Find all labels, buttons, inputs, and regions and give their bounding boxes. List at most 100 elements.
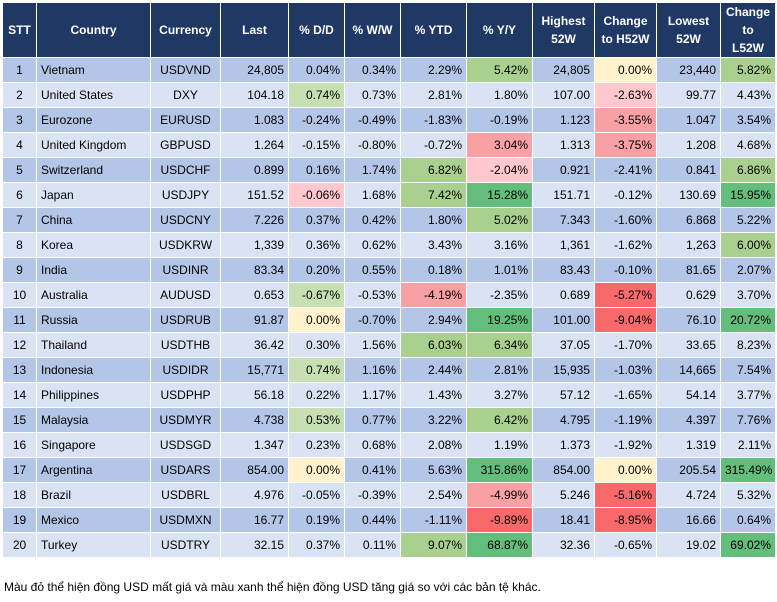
row-yy: 2.81% <box>466 357 533 383</box>
table-row: 5 Switzerland USDCHF 0.899 0.16% 1.74% 6.82% -2… <box>2 157 776 183</box>
row-stt: 12 <box>2 332 37 358</box>
row-lowest-52w: 99.77 <box>656 82 721 108</box>
row-last: 1,339 <box>220 232 289 258</box>
row-ww: -0.70% <box>344 307 401 333</box>
header-ytd: % YTD <box>400 2 467 58</box>
row-ww: -0.39% <box>344 482 401 508</box>
header-stt: STT <box>2 2 37 58</box>
row-lowest-52w: 0.629 <box>656 282 721 308</box>
row-ytd: 7.42% <box>400 182 467 208</box>
row-ytd: 2.94% <box>400 307 467 333</box>
row-highest-52w: 1.373 <box>532 432 595 458</box>
row-change-to-l52w: 3.77% <box>720 382 776 408</box>
table-row: 18 Brazil USDBRL 4.976 -0.05% -0.39% 2.54% -4.9… <box>2 482 776 508</box>
row-currency: USDRUB <box>150 307 221 333</box>
row-stt: 20 <box>2 532 37 558</box>
row-dd: 0.37% <box>288 532 345 558</box>
row-last: 15,771 <box>220 357 289 383</box>
row-last: 7.226 <box>220 207 289 233</box>
row-last: 0.653 <box>220 282 289 308</box>
row-dd: 0.22% <box>288 382 345 408</box>
row-stt: 10 <box>2 282 37 308</box>
row-yy: 6.42% <box>466 407 533 433</box>
table-row: 8 Korea USDKRW 1,339 0.36% 0.62% 3.43% 3.16% 1,3… <box>2 232 776 258</box>
table-row: 17 Argentina USDARS 854.00 0.00% 0.41% 5.63% 31… <box>2 457 776 483</box>
row-last: 854.00 <box>220 457 289 483</box>
row-change-to-h52w: -2.41% <box>594 157 657 183</box>
row-last: 83.34 <box>220 257 289 283</box>
row-highest-52w: 83.43 <box>532 257 595 283</box>
row-dd: -0.24% <box>288 107 345 133</box>
row-stt: 11 <box>2 307 37 333</box>
row-yy: 5.02% <box>466 207 533 233</box>
row-highest-52w: 101.00 <box>532 307 595 333</box>
row-lowest-52w: 205.54 <box>656 457 721 483</box>
row-ytd: 2.29% <box>400 57 467 83</box>
row-yy: -4.99% <box>466 482 533 508</box>
row-ytd: -0.72% <box>400 132 467 158</box>
row-highest-52w: 854.00 <box>532 457 595 483</box>
row-change-to-h52w: -9.04% <box>594 307 657 333</box>
row-yy: 1.19% <box>466 432 533 458</box>
table-row: 9 India USDINR 83.34 0.20% 0.55% 0.18% 1.01% 83.… <box>2 257 776 283</box>
row-change-to-h52w: -0.12% <box>594 182 657 208</box>
header-change-to-l52w: Change to L52W <box>720 2 776 58</box>
row-country: Eurozone <box>36 107 151 133</box>
row-dd: 0.00% <box>288 307 345 333</box>
row-stt: 19 <box>2 507 37 533</box>
row-stt: 7 <box>2 207 37 233</box>
row-change-to-h52w: -5.27% <box>594 282 657 308</box>
row-dd: 0.23% <box>288 432 345 458</box>
row-last: 16.77 <box>220 507 289 533</box>
row-currency: GBPUSD <box>150 132 221 158</box>
row-stt: 3 <box>2 107 37 133</box>
row-currency: USDIDR <box>150 357 221 383</box>
row-country: Malaysia <box>36 407 151 433</box>
row-change-to-h52w: -1.60% <box>594 207 657 233</box>
row-currency: DXY <box>150 82 221 108</box>
table-row: 16 Singapore USDSGD 1.347 0.23% 0.68% 2.08% 1.1… <box>2 432 776 458</box>
row-change-to-h52w: -5.16% <box>594 482 657 508</box>
row-country: Brazil <box>36 482 151 508</box>
footnote: Màu đỏ thể hiện đồng USD mất giá và màu … <box>4 580 541 594</box>
row-dd: 0.37% <box>288 207 345 233</box>
row-country: United States <box>36 82 151 108</box>
row-last: 56.18 <box>220 382 289 408</box>
header-highest-52w: Highest 52W <box>532 2 595 58</box>
table-row: 7 China USDCNY 7.226 0.37% 0.42% 1.80% 5.02% 7.3… <box>2 207 776 233</box>
row-lowest-52w: 4.397 <box>656 407 721 433</box>
row-change-to-l52w: 5.32% <box>720 482 776 508</box>
row-ww: 0.34% <box>344 57 401 83</box>
row-highest-52w: 1.313 <box>532 132 595 158</box>
row-lowest-52w: 4.724 <box>656 482 721 508</box>
row-ww: 1.56% <box>344 332 401 358</box>
row-dd: -0.67% <box>288 282 345 308</box>
row-dd: 0.36% <box>288 232 345 258</box>
row-ytd: 5.63% <box>400 457 467 483</box>
row-lowest-52w: 76.10 <box>656 307 721 333</box>
row-stt: 4 <box>2 132 37 158</box>
row-change-to-l52w: 15.95% <box>720 182 776 208</box>
row-dd: 0.16% <box>288 157 345 183</box>
header-last: Last <box>220 2 289 58</box>
row-currency: USDBRL <box>150 482 221 508</box>
row-country: Philippines <box>36 382 151 408</box>
row-country: India <box>36 257 151 283</box>
row-ww: 0.11% <box>344 532 401 558</box>
row-dd: 0.19% <box>288 507 345 533</box>
row-change-to-l52w: 20.72% <box>720 307 776 333</box>
row-country: Switzerland <box>36 157 151 183</box>
row-change-to-h52w: -1.65% <box>594 382 657 408</box>
row-yy: 15.28% <box>466 182 533 208</box>
row-ytd: 3.22% <box>400 407 467 433</box>
row-highest-52w: 0.689 <box>532 282 595 308</box>
row-currency: USDPHP <box>150 382 221 408</box>
row-stt: 15 <box>2 407 37 433</box>
row-country: Korea <box>36 232 151 258</box>
row-lowest-52w: 0.841 <box>656 157 721 183</box>
table-row: 6 Japan USDJPY 151.52 -0.06% 1.68% 7.42% 15.28%… <box>2 182 776 208</box>
row-highest-52w: 18.41 <box>532 507 595 533</box>
header-country: Country <box>36 2 151 58</box>
row-dd: 0.04% <box>288 57 345 83</box>
